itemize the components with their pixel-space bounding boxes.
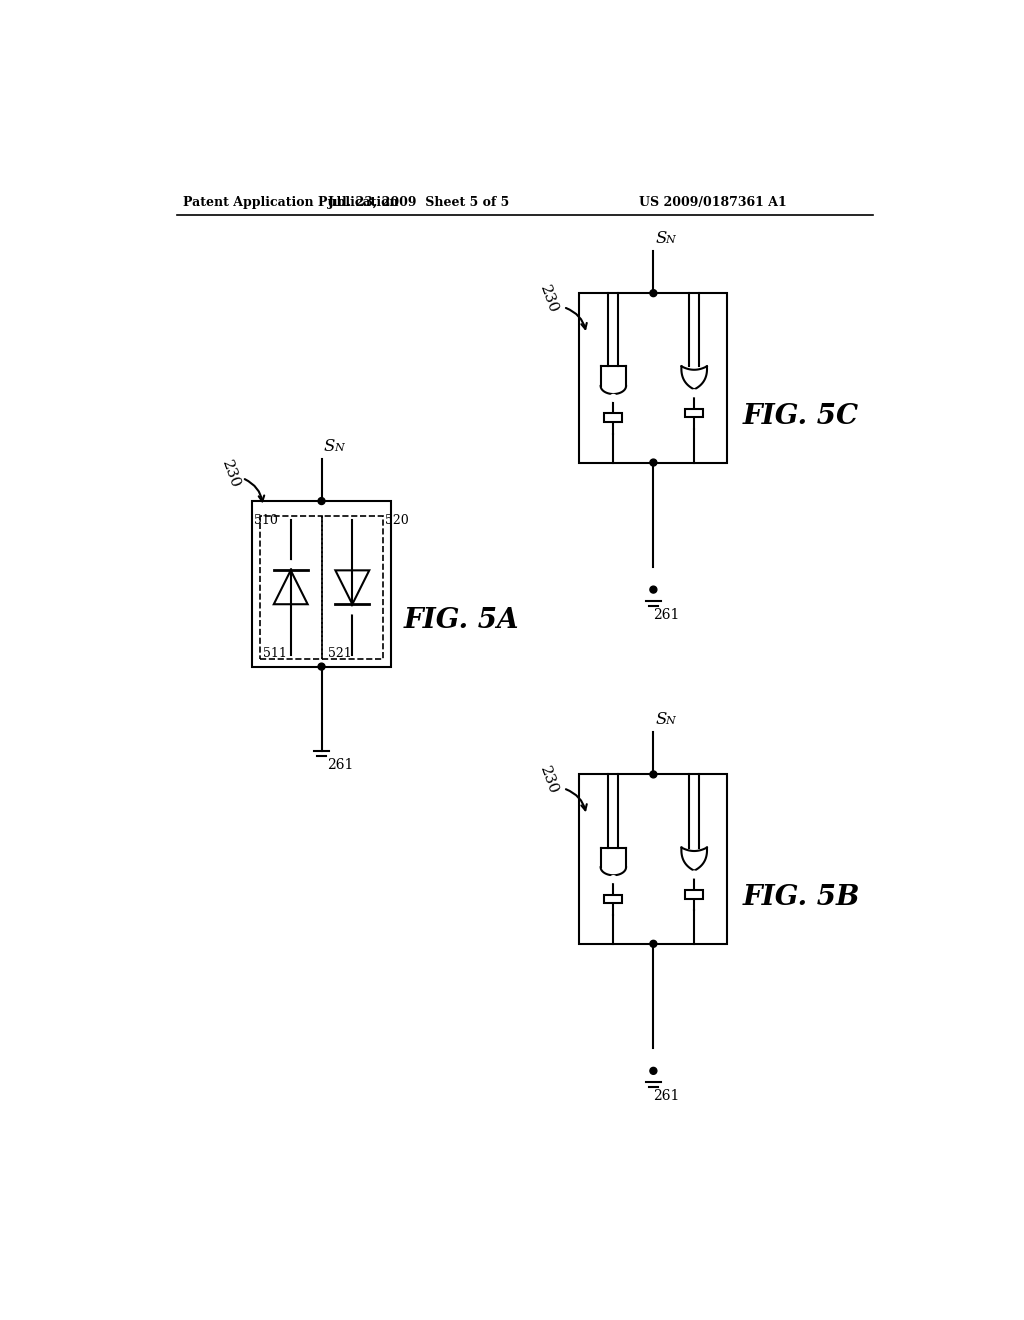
Bar (322, 516, 383, 659)
Circle shape (318, 498, 325, 504)
Circle shape (288, 561, 294, 568)
Text: 230: 230 (219, 458, 243, 490)
Text: N: N (334, 442, 344, 453)
Bar (580, 775, 727, 944)
Circle shape (318, 663, 325, 671)
Text: FIG. 5A: FIG. 5A (403, 607, 519, 634)
Text: S: S (655, 230, 667, 247)
Text: 261: 261 (652, 609, 679, 622)
Text: Patent Application Publication: Patent Application Publication (183, 195, 398, 209)
Text: 230: 230 (538, 284, 560, 315)
Bar (685, 409, 703, 417)
Circle shape (650, 771, 656, 777)
Circle shape (349, 607, 355, 614)
Bar (685, 890, 703, 899)
Text: US 2009/0187361 A1: US 2009/0187361 A1 (639, 195, 786, 209)
Circle shape (650, 289, 656, 297)
Text: 230: 230 (538, 764, 560, 797)
Circle shape (691, 871, 697, 878)
Bar (580, 293, 727, 462)
Text: 511: 511 (263, 647, 287, 660)
Circle shape (610, 395, 616, 401)
Text: 261: 261 (327, 758, 353, 772)
Text: N: N (666, 235, 676, 244)
Text: FIG. 5C: FIG. 5C (742, 403, 859, 430)
Bar (260, 516, 322, 659)
Bar (604, 895, 623, 903)
Circle shape (650, 940, 656, 948)
Bar (604, 413, 623, 422)
Text: 520: 520 (385, 513, 409, 527)
Circle shape (691, 391, 697, 396)
Circle shape (650, 459, 656, 466)
Text: 510: 510 (254, 513, 278, 527)
Circle shape (610, 876, 616, 882)
Bar (252, 502, 391, 667)
Text: Jul. 23, 2009  Sheet 5 of 5: Jul. 23, 2009 Sheet 5 of 5 (328, 195, 510, 209)
Text: FIG. 5B: FIG. 5B (742, 884, 860, 911)
Circle shape (650, 1068, 656, 1074)
Circle shape (650, 586, 656, 593)
Text: S: S (655, 711, 667, 729)
Text: N: N (666, 715, 676, 726)
Text: 261: 261 (652, 1089, 679, 1104)
Text: 521: 521 (329, 647, 352, 660)
Text: S: S (324, 438, 335, 455)
